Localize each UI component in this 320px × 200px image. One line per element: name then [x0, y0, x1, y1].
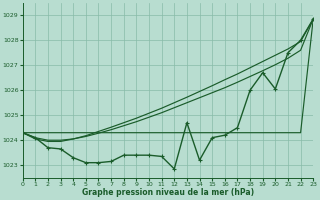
X-axis label: Graphe pression niveau de la mer (hPa): Graphe pression niveau de la mer (hPa) [82, 188, 254, 197]
